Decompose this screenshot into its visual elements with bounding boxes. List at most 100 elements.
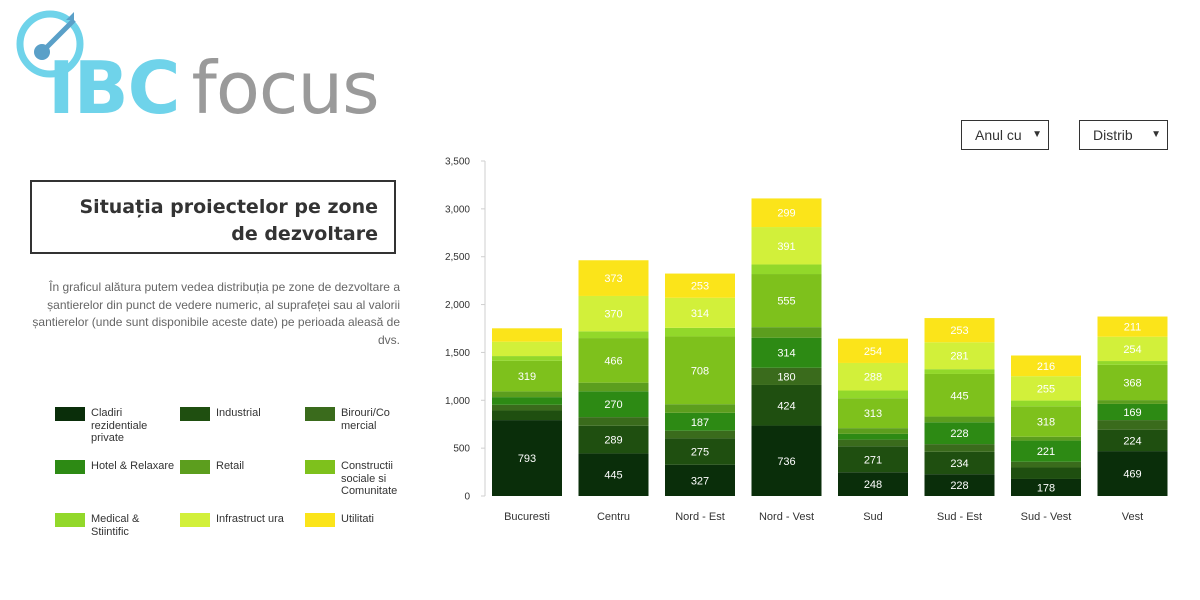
bar-segment <box>838 362 908 391</box>
legend-swatch <box>305 460 335 474</box>
bar-segment <box>1011 376 1081 401</box>
legend-label: Retail <box>216 460 245 472</box>
bar-segment <box>1011 440 1081 462</box>
legend-label: Hotel & Relaxare <box>91 460 175 472</box>
data-label: 234 <box>950 458 968 470</box>
data-label: 253 <box>950 325 968 337</box>
y-tick-label: 1,000 <box>445 396 470 407</box>
bar-segment <box>492 341 562 357</box>
bar-segment <box>751 198 822 228</box>
data-label: 248 <box>864 479 882 491</box>
y-tick-label: 3,500 <box>445 157 470 168</box>
legend-swatch <box>180 407 210 421</box>
bar-segment <box>578 417 649 426</box>
bar-segment <box>1097 403 1168 421</box>
bar-segment <box>924 318 995 343</box>
bar-segment <box>578 382 649 392</box>
logo-focus-text: focus <box>191 46 380 130</box>
bar-segment <box>578 425 649 454</box>
data-label: 391 <box>777 241 795 253</box>
bar-segment <box>1097 451 1168 496</box>
legend-label: Utilitati <box>341 513 375 525</box>
bar-segment <box>924 474 995 496</box>
data-label: 180 <box>777 371 795 383</box>
bar-segment <box>665 336 735 405</box>
bar-segment <box>578 331 649 339</box>
bar-segment <box>751 327 822 338</box>
bar-segment <box>1097 316 1168 337</box>
data-label: 736 <box>777 456 795 468</box>
data-label: 368 <box>1123 377 1141 389</box>
data-label: 187 <box>691 417 709 429</box>
bar-segment <box>492 356 562 361</box>
bar-segment <box>665 430 735 439</box>
bar-segment <box>492 397 562 405</box>
distribution-select[interactable]: Distrib ▼ <box>1079 120 1168 150</box>
data-label: 327 <box>691 475 709 487</box>
bar-segment <box>924 416 995 423</box>
bar-segment <box>838 338 908 363</box>
x-category-label: Sud - Vest <box>1021 511 1072 523</box>
bar-segment <box>924 422 995 445</box>
data-label: 289 <box>604 435 622 447</box>
bar-segment <box>1011 400 1081 407</box>
bar-segment <box>1097 364 1168 401</box>
bar-segment <box>924 342 995 370</box>
x-category-label: Nord - Est <box>675 511 725 523</box>
bar-segment <box>578 453 649 496</box>
legend-label: Medical & Stiintific <box>91 513 140 538</box>
y-tick-label: 2,000 <box>445 300 470 311</box>
x-category-label: Bucuresti <box>504 511 550 523</box>
legend-swatch <box>55 513 85 527</box>
legend-swatch <box>180 460 210 474</box>
legend-swatch <box>305 407 335 421</box>
year-select[interactable]: Anul cu ▼ <box>961 120 1049 150</box>
legend-label: Constructii sociale si Comunitate <box>341 460 398 497</box>
legend-label: Infrastruct ura <box>216 513 284 525</box>
data-label: 254 <box>1123 344 1141 356</box>
data-label: 270 <box>604 399 622 411</box>
y-tick-label: 3,000 <box>445 204 470 215</box>
logo-emblem-icon <box>16 10 84 78</box>
bar-segment <box>1011 406 1081 437</box>
bar-segment <box>492 360 562 392</box>
bar-segment <box>751 337 822 368</box>
legend-label: Industrial <box>216 407 261 419</box>
data-label: 253 <box>691 281 709 293</box>
ibc-focus-logo: IBC focus <box>12 6 382 126</box>
bar-segment <box>838 390 908 399</box>
bar-segment <box>838 446 908 473</box>
bar-segment <box>1011 355 1081 377</box>
bar-segment <box>578 338 649 383</box>
data-label: 228 <box>950 428 968 440</box>
data-label: 275 <box>691 447 709 459</box>
logo-wordmark: IBC focus <box>48 52 380 124</box>
x-category-label: Sud <box>863 511 883 523</box>
bar-segment <box>838 439 908 447</box>
y-tick-label: 0 <box>464 492 470 503</box>
bar-segment <box>838 472 908 496</box>
distribution-select-value: Distrib <box>1093 127 1133 143</box>
bar-segment <box>1097 400 1168 404</box>
bar-segment <box>578 391 649 418</box>
bar-segment <box>492 420 562 496</box>
panel-title-line2: de dezvoltare <box>231 223 378 245</box>
bar-segment <box>492 410 562 421</box>
bar-segment <box>838 428 908 434</box>
y-tick-label: 2,500 <box>445 252 470 263</box>
bar-segment <box>751 264 822 275</box>
data-label: 271 <box>864 454 882 466</box>
data-label: 281 <box>950 351 968 363</box>
data-label: 469 <box>1123 469 1141 481</box>
bar-segment <box>1097 336 1168 362</box>
bar-segment <box>665 404 735 413</box>
stacked-bar-chart: 0 500 1,000 1,500 2,000 2,500 3,000 3,500 793 319… <box>445 157 1168 523</box>
bar-segment <box>665 327 735 337</box>
year-select-value: Anul cu <box>975 127 1022 143</box>
legend-label: Birouri/Co mercial <box>341 407 390 432</box>
data-label: 318 <box>1037 417 1055 429</box>
x-category-label: Centru <box>597 511 630 523</box>
data-label: 216 <box>1037 361 1055 373</box>
bar-segment <box>1097 429 1168 452</box>
legend-swatch <box>305 513 335 527</box>
